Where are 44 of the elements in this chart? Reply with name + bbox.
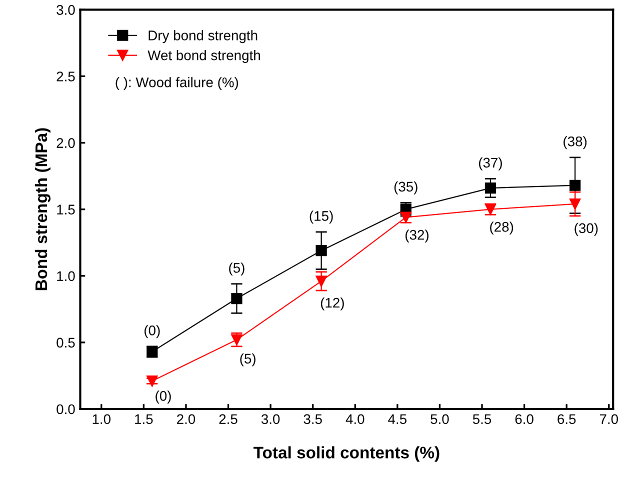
x-tick-label: 5.5 xyxy=(472,414,492,424)
x-tick-label: 4.0 xyxy=(346,414,364,424)
point xyxy=(569,198,581,210)
annotation: (0) xyxy=(144,325,160,338)
x-tick-label: 7.0 xyxy=(600,414,618,424)
x-tick-label: 3.5 xyxy=(304,414,322,424)
annotation: (5) xyxy=(240,353,256,366)
y-tick-label: 1.5 xyxy=(57,204,75,214)
point xyxy=(146,375,158,387)
annotation: (5) xyxy=(229,262,244,276)
y-tick-label: 2.0 xyxy=(56,138,75,148)
annotation: (35) xyxy=(394,181,418,194)
annotation: (30) xyxy=(574,222,598,236)
legend-label: Dry bond strength xyxy=(148,30,258,44)
annotation: (28) xyxy=(490,222,514,235)
x-tick-label: 5.0 xyxy=(430,414,449,424)
annotation: (38) xyxy=(564,136,587,150)
x-tick-label: 2.0 xyxy=(177,414,196,424)
annotation: (0) xyxy=(156,390,171,404)
x-tick-label: 2.5 xyxy=(219,414,238,424)
annotation: (12) xyxy=(320,297,344,310)
annotation: (32) xyxy=(406,230,428,243)
x-tick-label: 6.0 xyxy=(515,414,534,424)
y-axis-title: Bond strength (MPa) xyxy=(34,128,51,290)
point xyxy=(316,276,327,287)
annotation: ( ): Wood failure (%) xyxy=(116,77,238,90)
x-tick-label: 4.5 xyxy=(388,414,406,424)
y-tick-label: 2.5 xyxy=(56,72,75,82)
x-tick-label: 3.0 xyxy=(261,414,280,424)
y-tick-label: 0.0 xyxy=(56,404,75,414)
y-tick-label: 1.0 xyxy=(57,271,75,282)
annotation: (37) xyxy=(478,157,502,170)
point xyxy=(569,180,581,191)
x-axis-title: Total solid contents (%) xyxy=(254,446,440,462)
y-tick-label: 0.5 xyxy=(56,338,75,348)
annotation: (15) xyxy=(310,210,333,224)
x-tick-label: 6.5 xyxy=(558,414,576,424)
y-tick-label: 3.0 xyxy=(56,5,75,15)
point xyxy=(316,245,327,256)
x-tick-label: 1.0 xyxy=(92,414,111,424)
point xyxy=(231,292,242,304)
point xyxy=(484,182,496,194)
x-tick-label: 1.5 xyxy=(135,414,153,424)
legend-label: Wet bond strength xyxy=(148,50,260,64)
